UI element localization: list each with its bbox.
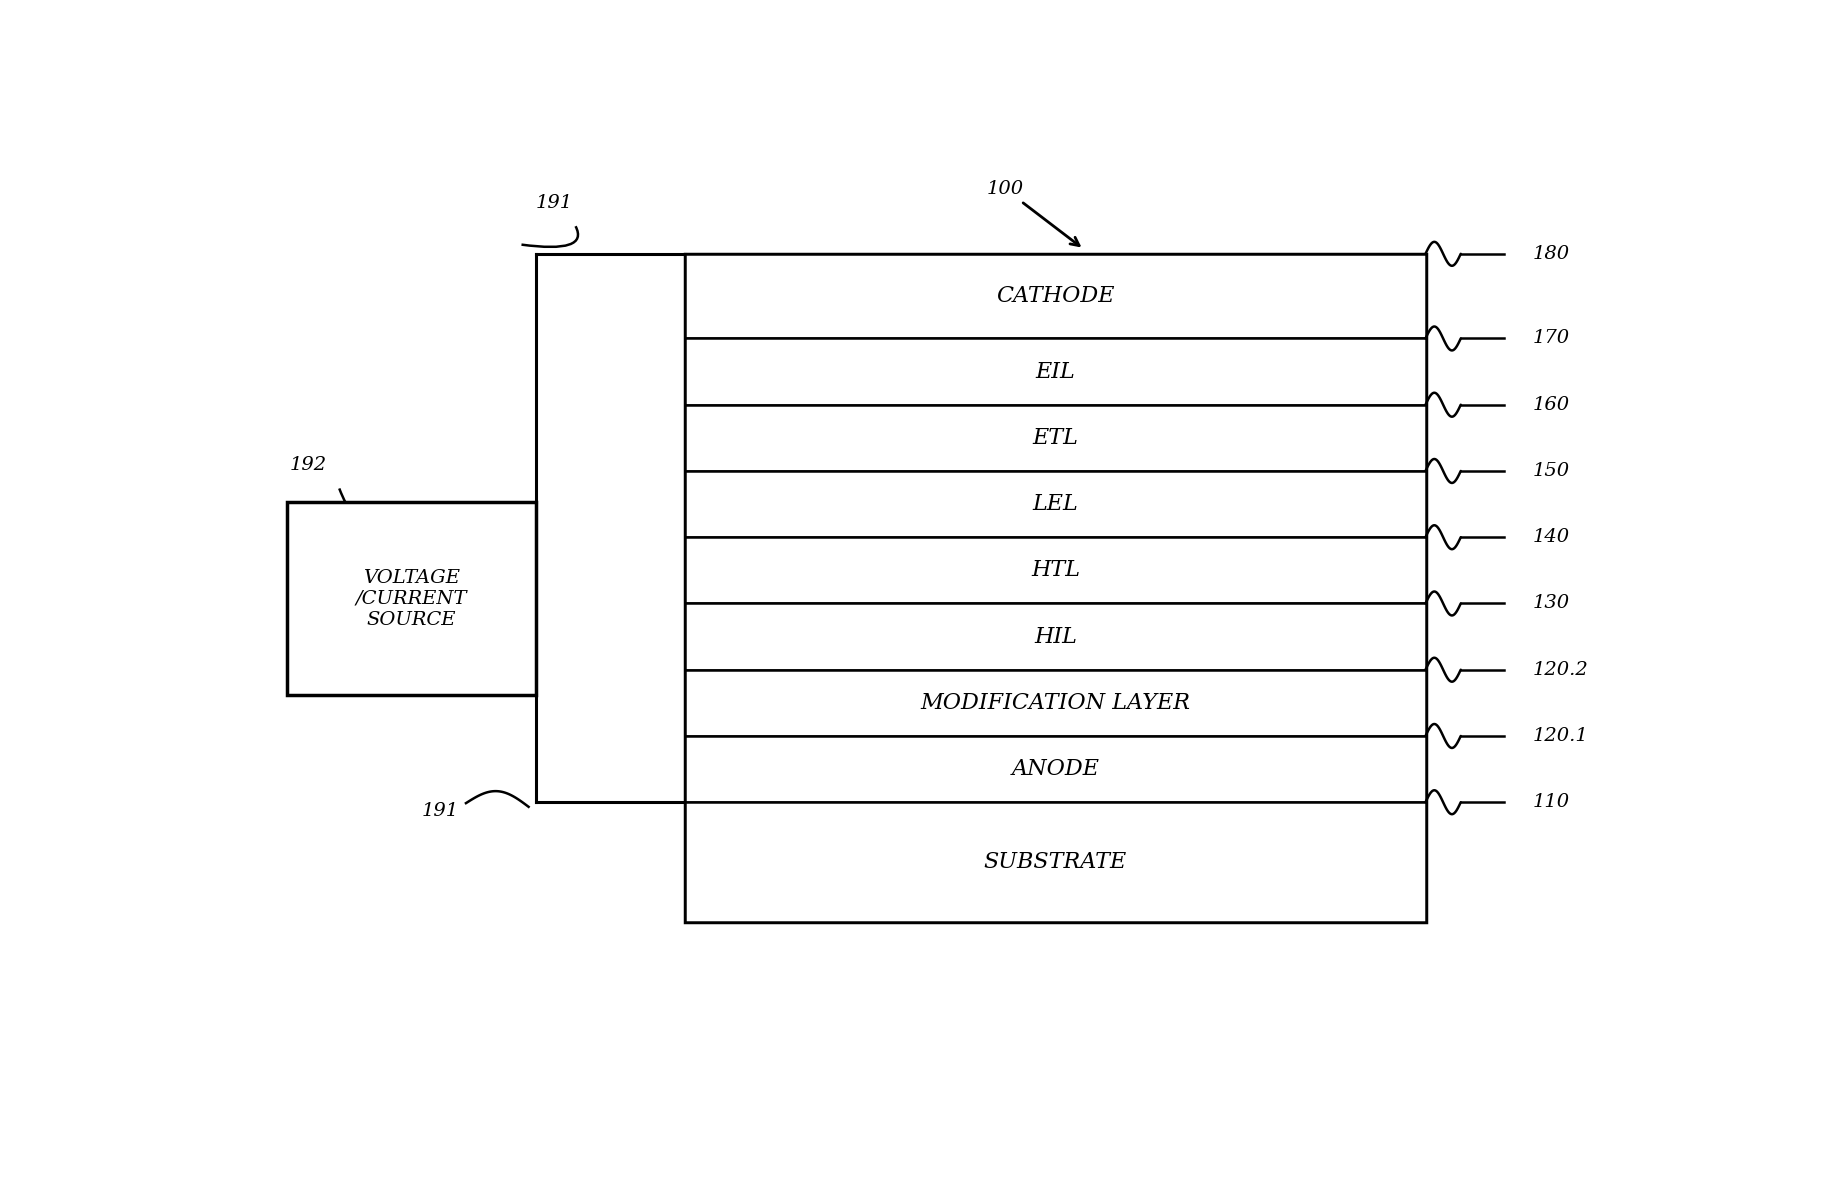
Text: 140: 140 [1532, 528, 1569, 546]
Text: 130: 130 [1532, 594, 1569, 613]
Text: HIL: HIL [1034, 626, 1076, 648]
Bar [685, 736, 1426, 802]
Bar [685, 538, 1426, 603]
Text: LEL: LEL [1032, 494, 1078, 515]
Text: CATHODE: CATHODE [996, 286, 1115, 307]
Text: 100: 100 [986, 180, 1078, 246]
Text: 191: 191 [536, 195, 573, 213]
Text: 191: 191 [423, 802, 459, 820]
Bar [685, 405, 1426, 471]
Text: 192: 192 [290, 456, 327, 474]
Text: 120.1: 120.1 [1532, 727, 1587, 744]
Text: 180: 180 [1532, 245, 1569, 263]
Text: 110: 110 [1532, 793, 1569, 811]
Bar [685, 802, 1426, 921]
Bar [685, 471, 1426, 538]
Text: 120.2: 120.2 [1532, 661, 1587, 679]
Bar [287, 502, 536, 695]
Text: VOLTAGE
/CURRENT
SOURCE: VOLTAGE /CURRENT SOURCE [355, 569, 467, 629]
Bar [685, 669, 1426, 736]
Text: 160: 160 [1532, 396, 1569, 413]
Text: HTL: HTL [1031, 559, 1080, 581]
Bar [685, 338, 1426, 405]
Text: 170: 170 [1532, 330, 1569, 348]
Text: EIL: EIL [1036, 361, 1075, 382]
Bar [685, 253, 1426, 338]
Text: SUBSTRATE: SUBSTRATE [985, 851, 1126, 874]
Text: MODIFICATION LAYER: MODIFICATION LAYER [920, 692, 1190, 713]
Bar [685, 603, 1426, 669]
Text: ETL: ETL [1032, 427, 1078, 449]
Bar [685, 253, 1426, 921]
Text: 150: 150 [1532, 462, 1569, 480]
Text: ANODE: ANODE [1012, 758, 1099, 780]
